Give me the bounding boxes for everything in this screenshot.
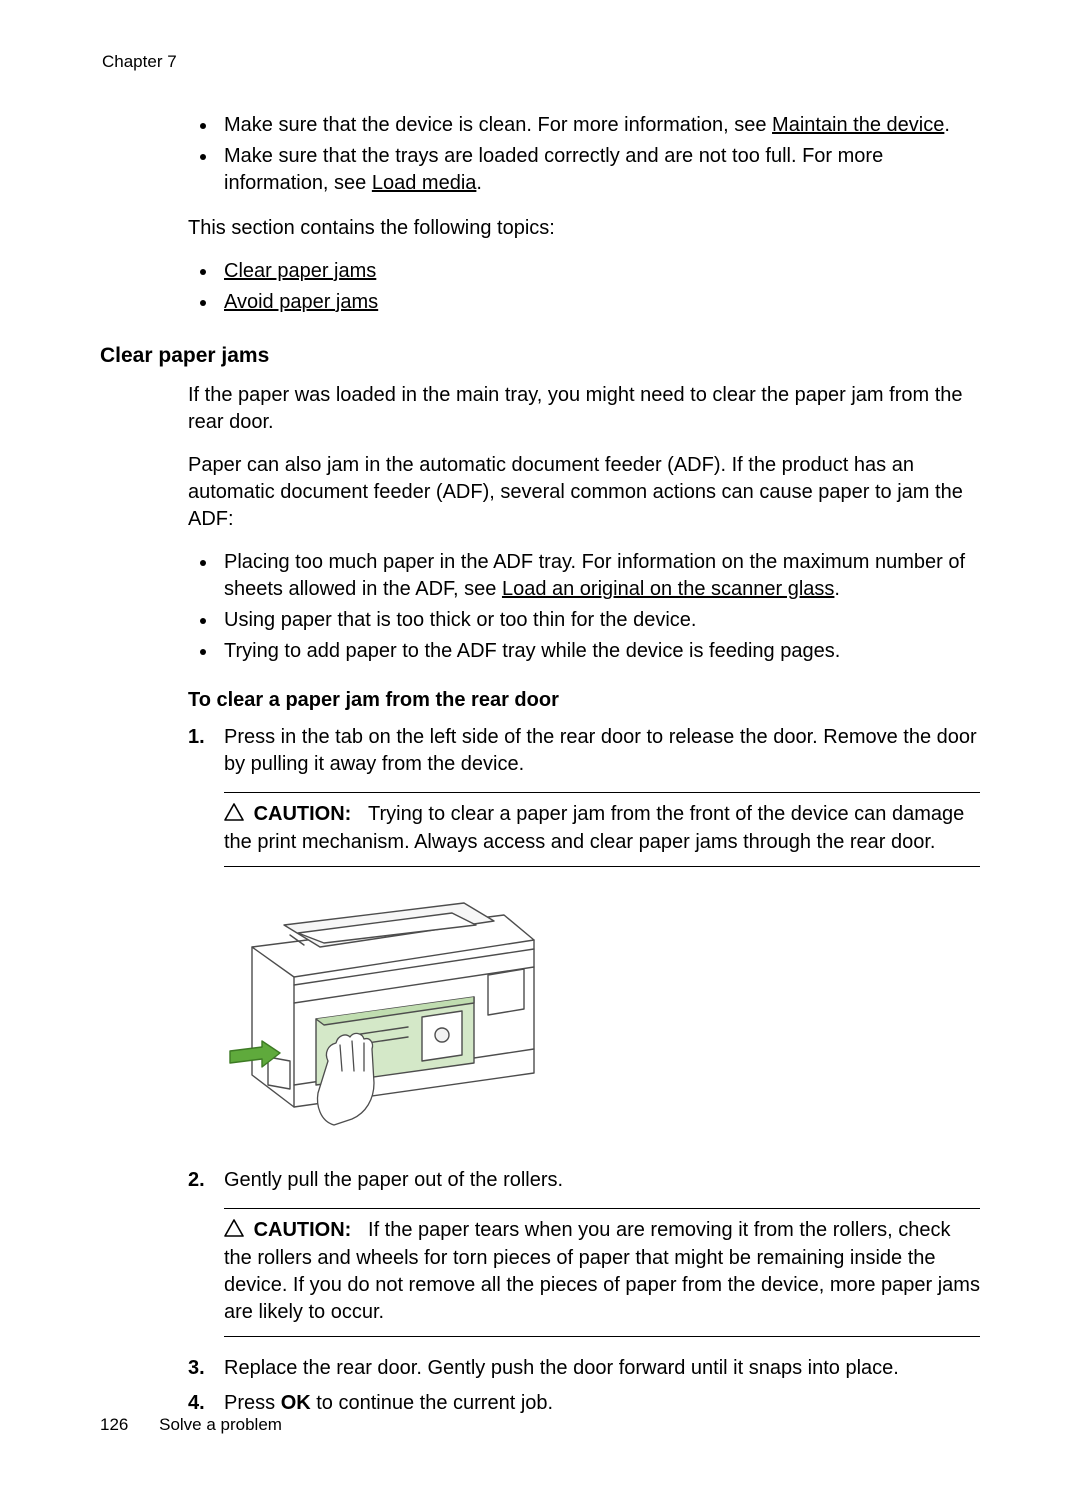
link-clear-paper-jams[interactable]: Clear paper jams [224, 260, 376, 282]
step-1: Press in the tab on the left side of the… [188, 724, 980, 1143]
top-bullets: Make sure that the device is clean. For … [188, 112, 980, 197]
topics-intro: This section contains the following topi… [188, 215, 980, 242]
text: . [476, 172, 482, 194]
caution-icon [224, 1218, 244, 1245]
page-number: 126 [100, 1415, 128, 1435]
list-item: Avoid paper jams [218, 289, 980, 316]
caution-box: CAUTION: Trying to clear a paper jam fro… [224, 792, 980, 867]
step-text: to continue the current job. [311, 1392, 553, 1414]
step-text: Press in the tab on the left side of the… [224, 726, 977, 775]
list-item: Trying to add paper to the ADF tray whil… [218, 638, 980, 665]
cause-list: Placing too much paper in the ADF tray. … [188, 549, 980, 665]
text: . [834, 578, 840, 600]
text: Make sure that the trays are loaded corr… [224, 145, 883, 194]
link-maintain-device[interactable]: Maintain the device [772, 114, 944, 136]
steps: Press in the tab on the left side of the… [188, 724, 980, 1417]
list-item: Clear paper jams [218, 258, 980, 285]
footer: 126 Solve a problem [100, 1415, 282, 1435]
step-text: Replace the rear door. Gently push the d… [224, 1357, 899, 1379]
caution-label: CAUTION: [254, 803, 352, 825]
chapter-label: Chapter 7 [102, 52, 980, 72]
section-title: Clear paper jams [100, 344, 980, 368]
link-avoid-paper-jams[interactable]: Avoid paper jams [224, 291, 378, 313]
caution-text [357, 803, 368, 825]
link-load-media[interactable]: Load media [372, 172, 477, 194]
caution-label: CAUTION: [254, 1219, 352, 1241]
list-item: Placing too much paper in the ADF tray. … [218, 549, 980, 603]
paragraph: If the paper was loaded in the main tray… [188, 382, 980, 436]
text: . [944, 114, 950, 136]
link-load-original[interactable]: Load an original on the scanner glass [502, 578, 834, 600]
list-item: Using paper that is too thick or too thi… [218, 607, 980, 634]
paragraph: Paper can also jam in the automatic docu… [188, 452, 980, 533]
list-item: Make sure that the trays are loaded corr… [218, 143, 980, 197]
printer-illustration [224, 885, 980, 1143]
topic-links: Clear paper jams Avoid paper jams [188, 258, 980, 316]
caution-box: CAUTION: If the paper tears when you are… [224, 1208, 980, 1337]
step-3: Replace the rear door. Gently push the d… [188, 1355, 980, 1382]
step-2: Gently pull the paper out of the rollers… [188, 1167, 980, 1337]
step-4: Press OK to continue the current job. [188, 1390, 980, 1417]
footer-section: Solve a problem [159, 1415, 282, 1435]
page: Chapter 7 Make sure that the device is c… [0, 0, 1080, 1495]
step-text: Press [224, 1392, 281, 1414]
sub-title: To clear a paper jam from the rear door [188, 689, 980, 712]
ok-label: OK [281, 1392, 311, 1414]
content-area: Make sure that the device is clean. For … [188, 112, 980, 1417]
list-item: Make sure that the device is clean. For … [218, 112, 980, 139]
caution-icon [224, 802, 244, 829]
caution-text [357, 1219, 368, 1241]
text: Make sure that the device is clean. For … [224, 114, 772, 136]
step-text: Gently pull the paper out of the rollers… [224, 1169, 563, 1191]
